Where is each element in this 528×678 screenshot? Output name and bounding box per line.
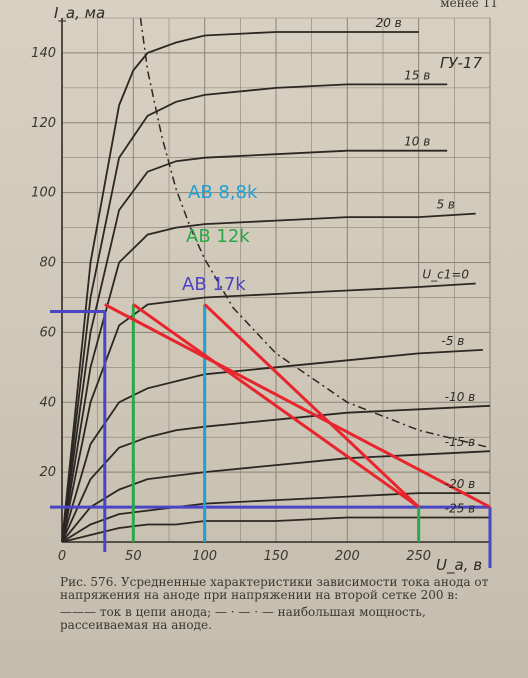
page-number: менее 11 <box>440 0 498 10</box>
x-tick-label: 200 <box>335 549 360 564</box>
chart-overlay <box>50 303 492 568</box>
series-label: -15 в <box>445 435 476 449</box>
y-tick-label: 140 <box>31 46 56 61</box>
load-line-label: AB 8,8k <box>188 182 258 203</box>
series-label: 5 в <box>436 198 455 212</box>
series-line <box>61 31 419 543</box>
x-tick-label: 50 <box>125 549 142 564</box>
load-line-label: AB 17k <box>182 274 246 295</box>
figure-caption: Рис. 576. Усредненные характеристики зав… <box>60 576 500 632</box>
series-label: -20 в <box>445 477 476 491</box>
x-tick-label: 250 <box>406 549 431 564</box>
series-label: 20 в <box>376 16 402 30</box>
caption-legend: ——— ток в цепи анода; — · — · — наибольш… <box>60 605 426 632</box>
chart-labels: 0 50 100 150 200 250 20 40 60 80 100 120 140 I_a, ма U… <box>31 4 482 575</box>
load-line-12k <box>132 303 420 509</box>
max-power-curve <box>139 17 491 449</box>
chart-title: ГУ-17 <box>440 54 482 72</box>
y-tick-label: 60 <box>39 325 56 340</box>
series-line <box>61 149 448 543</box>
y-axis-label: I_a, ма <box>54 4 105 23</box>
x-tick-label: 150 <box>264 549 289 564</box>
y-tick-label: 100 <box>31 186 56 201</box>
series-label: -25 в <box>445 502 476 516</box>
series-label: -10 в <box>445 390 476 404</box>
x-tick-label: 0 <box>58 549 66 564</box>
series-label: -5 в <box>441 334 464 348</box>
y-tick-label: 120 <box>31 116 56 131</box>
x-axis-label: U_a, в <box>436 556 482 575</box>
y-tick-label: 20 <box>39 465 56 480</box>
series-label: 10 в <box>404 135 430 149</box>
load-line-label: AB 12k <box>186 226 250 247</box>
caption-text: Рис. 576. Усредненные характеристики зав… <box>60 575 489 602</box>
y-tick-label: 40 <box>39 395 56 410</box>
chart: 0 50 100 150 200 250 20 40 60 80 100 120 140 I_a, ма U… <box>31 4 492 575</box>
x-tick-label: 100 <box>192 549 217 564</box>
y-tick-label: 80 <box>39 256 56 271</box>
series-label: 15 в <box>404 68 430 82</box>
series-line <box>61 83 448 543</box>
load-line-17k <box>104 303 491 509</box>
series-label: U_c1=0 <box>422 267 469 281</box>
load-line-8-8k <box>203 303 420 509</box>
